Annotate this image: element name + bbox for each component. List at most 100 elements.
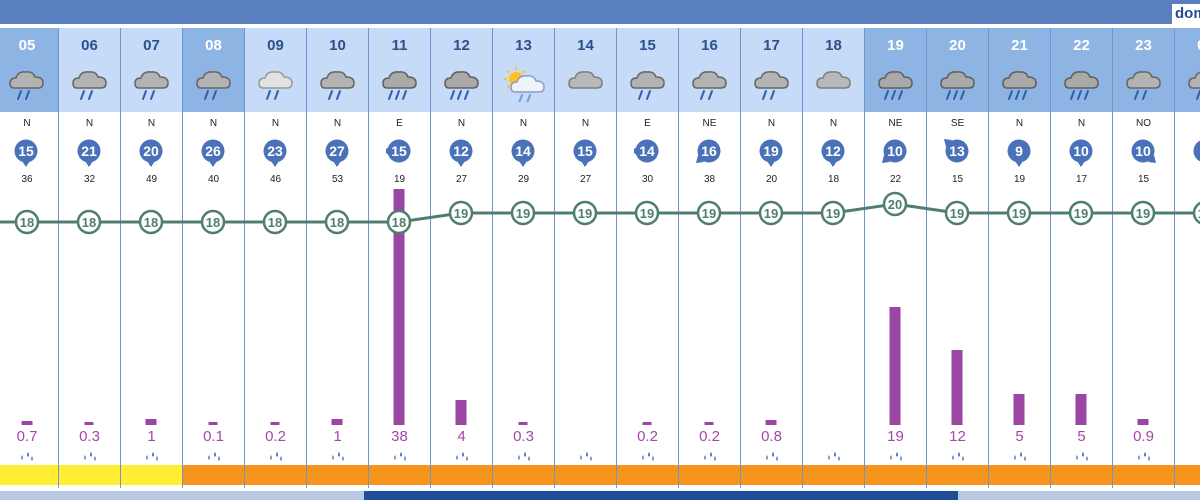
hour-column[interactable]: 14 N 15 27 bbox=[554, 28, 616, 488]
warning-level-band bbox=[369, 465, 430, 485]
precip-label: 5 bbox=[1015, 428, 1024, 445]
rain-cloud-icon bbox=[193, 66, 235, 102]
hour-header bbox=[927, 28, 988, 112]
rain-drops-icon bbox=[1135, 449, 1153, 463]
wind-speed-value: 27 bbox=[329, 143, 345, 159]
hour-column[interactable]: 10 N 27 53 1 bbox=[306, 28, 368, 488]
hour-column[interactable]: 15 E 14 30 0.2 bbox=[616, 28, 678, 488]
hour-column[interactable]: 05 N 15 36 0.7 bbox=[0, 28, 58, 488]
rain-cloud-icon bbox=[131, 66, 173, 102]
wind-direction: N bbox=[829, 118, 838, 129]
hourly-forecast-grid: 05 N 15 36 0.7 06 N 21 32 0.3 07 N 20 49 1 08 N 26 40 0.1 09… bbox=[0, 28, 1200, 488]
wind-speed-badge: 21 bbox=[76, 138, 102, 167]
hour-column[interactable]: 06 N 21 32 0.3 bbox=[58, 28, 120, 488]
warning-level-band bbox=[927, 465, 988, 485]
wind-direction: N bbox=[333, 118, 342, 129]
hour-header bbox=[431, 28, 492, 112]
warning-level-band bbox=[679, 465, 740, 485]
precip-label: 0.2 bbox=[637, 428, 658, 445]
hour-column[interactable]: 23 NO 10 15 0.9 bbox=[1112, 28, 1174, 488]
warning-level-band bbox=[1051, 465, 1112, 485]
hour-label: 14 bbox=[577, 37, 594, 54]
rain-drops-icon bbox=[329, 449, 347, 463]
rain-drops-icon bbox=[639, 449, 657, 463]
hour-label: 21 bbox=[1011, 37, 1028, 54]
precip-label: 0.2 bbox=[699, 428, 720, 445]
wind-speed-badge: 13 bbox=[944, 138, 970, 164]
hour-column[interactable]: 07 N 20 49 1 bbox=[120, 28, 182, 488]
hour-column[interactable]: 19 NE 10 22 19 bbox=[864, 28, 926, 488]
hour-label: 07 bbox=[143, 37, 160, 54]
heavy-rain-cloud-icon bbox=[441, 66, 483, 102]
warning-level-band bbox=[121, 465, 182, 485]
wind-direction: SE bbox=[950, 118, 965, 129]
hour-column[interactable]: 17 N 19 20 0.8 bbox=[740, 28, 802, 488]
wind-direction: N bbox=[1175, 118, 1200, 129]
cloud-icon bbox=[565, 66, 607, 102]
hour-column[interactable]: 12 N 12 27 4 bbox=[430, 28, 492, 488]
heavy-rain-cloud-icon bbox=[999, 66, 1041, 102]
precip-label: 0.8 bbox=[761, 428, 782, 445]
warning-level-band bbox=[307, 465, 368, 485]
hour-column[interactable]: 00 N 9 1 0 bbox=[1174, 28, 1200, 488]
hour-column[interactable]: 16 NE 16 38 0.2 bbox=[678, 28, 740, 488]
wind-direction: N bbox=[271, 118, 280, 129]
hour-column[interactable]: 08 N 26 40 0.1 bbox=[182, 28, 244, 488]
wind-speed-badge: 16 bbox=[696, 138, 722, 164]
hour-column[interactable]: 22 N 10 17 5 bbox=[1050, 28, 1112, 488]
light-rain-cloud-icon bbox=[255, 66, 297, 102]
hour-column[interactable]: 20 SE 13 15 12 bbox=[926, 28, 988, 488]
scrollbar-thumb[interactable] bbox=[364, 491, 958, 500]
wind-gust-value: 38 bbox=[703, 174, 716, 185]
hour-label: 13 bbox=[515, 37, 532, 54]
precip-label: 1 bbox=[147, 428, 156, 445]
hour-column[interactable]: 09 N 23 46 0.2 bbox=[244, 28, 306, 488]
wind-speed-value: 26 bbox=[205, 143, 221, 159]
hour-header bbox=[555, 28, 616, 112]
wind-speed-badge: 10 bbox=[882, 138, 908, 164]
precip-label: 0.2 bbox=[265, 428, 286, 445]
sun-cloud-rain-icon bbox=[503, 66, 545, 104]
wind-direction: NE bbox=[702, 118, 717, 129]
top-day-bar bbox=[0, 0, 1200, 24]
rain-drops-icon bbox=[825, 449, 843, 463]
warning-level-band bbox=[865, 465, 926, 485]
wind-speed-badge: 15 bbox=[572, 138, 598, 167]
rain-drops-icon bbox=[515, 449, 533, 463]
wind-speed-badge: 19 bbox=[758, 138, 784, 167]
warning-level-band bbox=[0, 465, 58, 485]
wind-speed-badge: 9 bbox=[1192, 138, 1200, 164]
wind-speed-badge: 14 bbox=[510, 138, 536, 167]
wind-gust-value: 27 bbox=[455, 174, 468, 185]
wind-speed-value: 15 bbox=[577, 143, 593, 159]
rain-cloud-icon bbox=[69, 66, 111, 102]
wind-gust-value: 46 bbox=[269, 174, 282, 185]
precip-label: 5 bbox=[1077, 428, 1086, 445]
hour-column[interactable]: 18 N 12 18 bbox=[802, 28, 864, 488]
wind-direction: N bbox=[457, 118, 466, 129]
hour-header bbox=[369, 28, 430, 112]
hour-column[interactable]: 13 N 14 29 0.3 bbox=[492, 28, 554, 488]
wind-speed-value: 10 bbox=[887, 143, 903, 159]
rain-drops-icon bbox=[1073, 449, 1091, 463]
wind-speed-value: 10 bbox=[1135, 143, 1151, 159]
hour-column[interactable]: 21 N 9 19 5 bbox=[988, 28, 1050, 488]
hour-header bbox=[989, 28, 1050, 112]
rain-drops-icon bbox=[763, 449, 781, 463]
wind-speed-badge: 12 bbox=[820, 138, 846, 167]
precip-label: 38 bbox=[391, 428, 408, 445]
rain-cloud-icon bbox=[1185, 66, 1200, 102]
hour-label: 22 bbox=[1073, 37, 1090, 54]
next-day-label[interactable]: dom bbox=[1172, 4, 1200, 24]
wind-gust-value: 15 bbox=[1137, 174, 1150, 185]
precip-label: 1 bbox=[333, 428, 342, 445]
wind-speed-badge: 9 bbox=[1006, 138, 1032, 167]
wind-speed-value: 19 bbox=[763, 143, 779, 159]
hour-column[interactable]: 11 E 15 19 38 bbox=[368, 28, 430, 488]
hour-label: 06 bbox=[81, 37, 98, 54]
wind-speed-value: 15 bbox=[391, 143, 407, 159]
wind-gust-value: 22 bbox=[889, 174, 902, 185]
warning-level-band bbox=[183, 465, 244, 485]
wind-speed-badge: 12 bbox=[448, 138, 474, 167]
precip-label: 19 bbox=[887, 428, 904, 445]
